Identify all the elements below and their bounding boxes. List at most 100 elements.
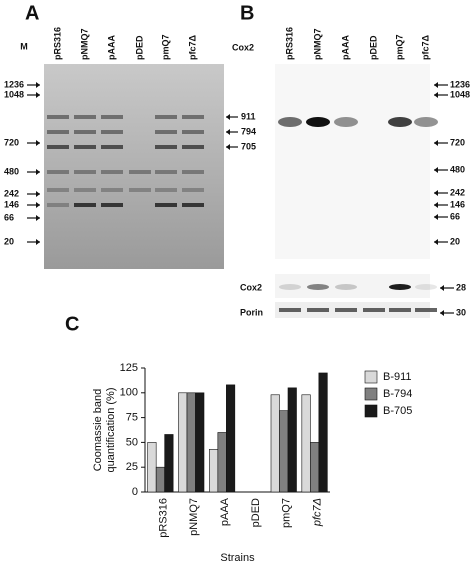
x-tick-label: pRS316	[157, 498, 169, 538]
arrow-head	[434, 92, 438, 98]
x-tick-label: pfc7Δ	[311, 498, 323, 527]
gel-band	[47, 170, 69, 174]
gel-band	[101, 188, 123, 192]
gel-band	[47, 145, 69, 149]
gel-band	[101, 115, 123, 119]
lane-label: pDED	[134, 35, 144, 60]
legend-swatch	[364, 387, 378, 401]
marker-label: 720	[450, 137, 465, 147]
legend-label: B-705	[383, 405, 412, 417]
lane-label: pRS316	[52, 27, 62, 60]
blot-band	[415, 308, 437, 312]
arrow-head	[434, 214, 438, 220]
gel-band	[182, 203, 204, 207]
y-tick-label: 0	[132, 486, 138, 498]
x-tick-label: pmQ7	[281, 498, 293, 528]
arrow-head	[36, 202, 40, 208]
bar	[147, 442, 157, 493]
marker-label: 720	[4, 137, 19, 147]
gel-band	[47, 188, 69, 192]
arrow-head	[434, 202, 438, 208]
bar	[178, 392, 188, 493]
marker-label: 705	[241, 141, 256, 151]
marker-label: 20	[450, 236, 460, 246]
blot-band	[278, 117, 302, 127]
lane-label: pAAA	[340, 35, 350, 60]
gel-band	[182, 130, 204, 134]
gel-band	[101, 203, 123, 207]
x-axis-label: Strains	[220, 552, 255, 564]
lane-label: pRS316	[284, 27, 294, 60]
legend-label: B-794	[383, 388, 412, 400]
lane-label: pfc7Δ	[420, 34, 430, 60]
y-axis-label: quantification (%)	[105, 388, 117, 473]
gel-band	[129, 188, 151, 192]
bar	[164, 434, 174, 493]
legend-swatch	[364, 370, 378, 384]
arrow-head	[36, 169, 40, 175]
gel-band	[155, 203, 177, 207]
marker-label: 146	[450, 199, 465, 209]
panel-label: C	[65, 313, 79, 335]
arrow-head	[440, 310, 444, 316]
blot-band	[389, 284, 411, 290]
arrow-head	[226, 114, 230, 120]
gel-band	[155, 130, 177, 134]
lane-label: pmQ7	[160, 34, 170, 60]
blot-band	[279, 308, 301, 312]
marker-label: 30	[456, 307, 466, 317]
blot	[275, 64, 430, 259]
arrow-head	[434, 190, 438, 196]
strip-label: Porin	[240, 307, 263, 317]
y-tick-label: 100	[120, 387, 138, 399]
marker-label: 911	[241, 111, 256, 121]
arrow-head	[440, 285, 444, 291]
lane-label: pmQ7	[394, 34, 404, 60]
arrow-head	[226, 129, 230, 135]
gel-band	[74, 203, 96, 207]
arrow-head	[36, 239, 40, 245]
gel-band	[182, 145, 204, 149]
blot-band	[307, 308, 329, 312]
y-tick-label: 25	[126, 461, 138, 473]
bar	[270, 394, 280, 493]
legend-label: B-911	[383, 371, 412, 383]
gel-band	[155, 115, 177, 119]
gel-band	[47, 115, 69, 119]
marker-label: 1048	[4, 89, 24, 99]
arrow-head	[434, 140, 438, 146]
gel-band	[101, 170, 123, 174]
marker-label: 480	[450, 164, 465, 174]
bar	[310, 442, 320, 493]
gel-band	[182, 170, 204, 174]
arrow-head	[36, 92, 40, 98]
blot-band	[335, 284, 357, 290]
strip-label: Cox2	[240, 282, 262, 292]
bar	[287, 387, 297, 493]
blot-band	[363, 308, 385, 312]
arrow-head	[36, 140, 40, 146]
blot-band	[307, 284, 329, 290]
gel-band	[74, 170, 96, 174]
bar	[195, 392, 205, 493]
marker-label: 794	[241, 126, 256, 136]
marker-label: 20	[4, 236, 14, 246]
y-tick-label: 75	[126, 412, 138, 424]
gel-band	[101, 145, 123, 149]
x-tick-label: pAAA	[219, 497, 231, 526]
lane-label: pDED	[368, 35, 378, 60]
marker-label: 1236	[4, 79, 24, 89]
marker-label: 28	[456, 282, 466, 292]
gel-band	[155, 145, 177, 149]
bar	[155, 466, 165, 493]
arrow-head	[36, 215, 40, 221]
panel-label: A	[25, 2, 39, 24]
gel-band	[74, 130, 96, 134]
lane-label: pNMQ7	[79, 29, 89, 61]
blot-band	[335, 308, 357, 312]
marker-label: 66	[450, 211, 460, 221]
y-axis-label: Coomassie band	[92, 389, 104, 472]
gel-band	[155, 170, 177, 174]
gel-band	[74, 145, 96, 149]
lane-label: pAAA	[106, 35, 116, 60]
